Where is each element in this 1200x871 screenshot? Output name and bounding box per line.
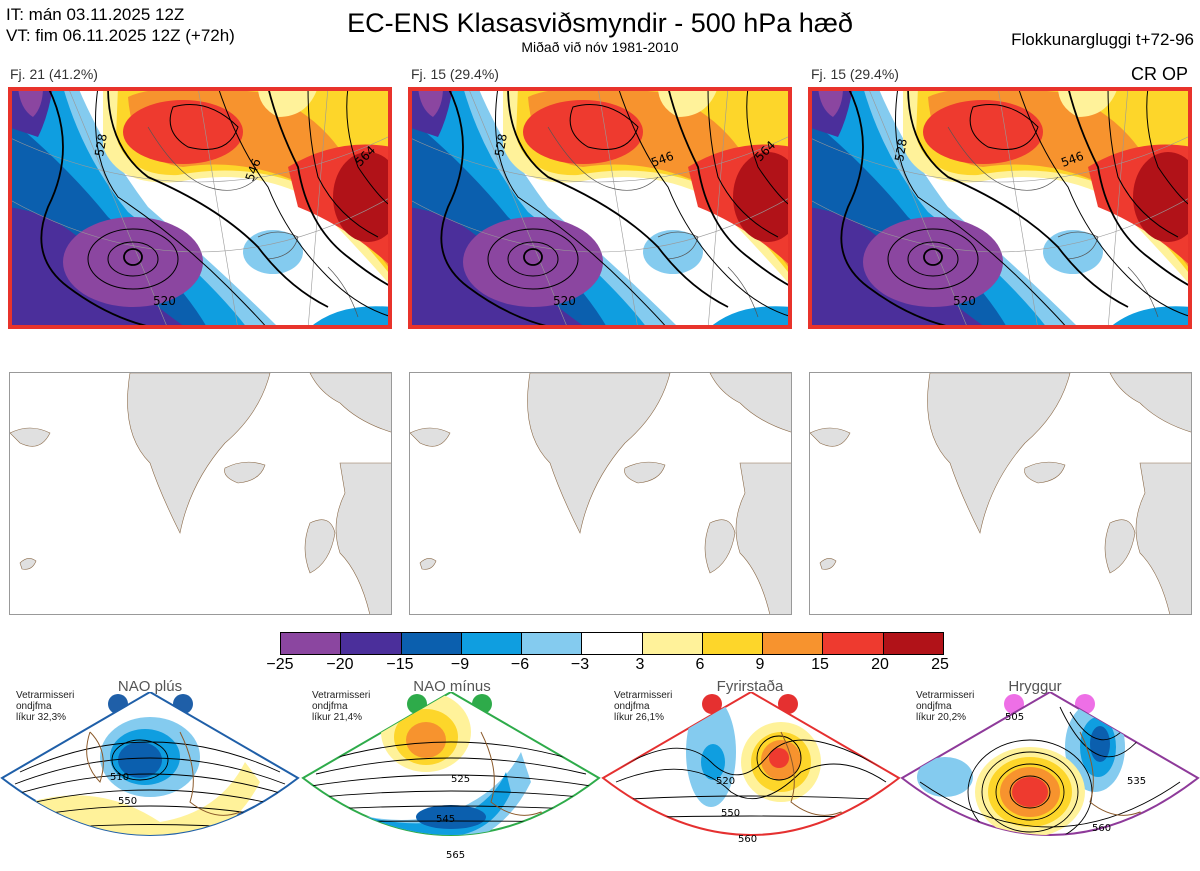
cluster-2-label: Fj. 15 (29.4%)	[411, 66, 499, 82]
regime-1-info: Vetrarmisseri ondjfma líkur 32,3%	[16, 690, 74, 723]
contour-label: 528	[492, 133, 510, 158]
colorbar-tick: −25	[266, 656, 294, 673]
contour-label: 535	[1127, 776, 1146, 787]
colorbar-swatch	[281, 633, 341, 654]
colorbar-swatch	[521, 633, 582, 654]
contour-label: 520	[953, 294, 976, 308]
regime-4-title: Hryggur	[1008, 678, 1062, 695]
contour-label: 560	[1092, 823, 1111, 834]
colorbar-swatch	[882, 633, 943, 654]
contour-label: 560	[738, 834, 757, 845]
cluster-2-map: 528 546 564 520	[408, 87, 792, 329]
colorbar-tick: −3	[570, 656, 590, 673]
regime-3-marker	[778, 694, 798, 714]
colorbar-tick: 25	[931, 656, 949, 673]
info-line: Vetrarmisseri	[312, 690, 371, 701]
colorbar-tick: 20	[871, 656, 889, 673]
regime-3-info: Vetrarmisseri ondjfma líkur 26,1%	[614, 690, 672, 723]
cluster-1-spread-map	[9, 372, 392, 615]
regime-3-title: Fyrirstaða	[716, 678, 784, 695]
cluster-3-spread-map	[809, 372, 1192, 615]
colorbar-tick: 9	[755, 656, 765, 673]
contour-label: 520	[553, 294, 576, 308]
colorbar-tick: −20	[326, 656, 354, 673]
info-line: ondjfma	[16, 701, 52, 712]
regime-2-info: Vetrarmisseri ondjfma líkur 21,4%	[312, 690, 370, 723]
cluster-2-spread-map	[409, 372, 792, 615]
colorbar-swatch	[581, 633, 642, 654]
regime-3-map: 520 550 560	[601, 692, 901, 845]
info-line: líkur 32,3%	[16, 712, 67, 723]
init-time: IT: mán 03.11.2025 12Z	[6, 5, 185, 24]
regime-4-map: 505 535 560	[900, 692, 1200, 836]
cluster-3-map: 528 546 520	[808, 87, 1192, 329]
regime-1-title: NAO plús	[117, 678, 183, 695]
colorbar-tick: 15	[811, 656, 829, 673]
colorbar	[280, 632, 944, 655]
contour-label: 528	[892, 138, 910, 163]
cr-op-label: CR OP	[1130, 64, 1188, 84]
info-line: Vetrarmisseri	[916, 690, 975, 701]
colorbar-swatch	[822, 633, 883, 654]
regime-2-map: 525 545 565	[301, 692, 601, 861]
colorbar-swatch	[340, 633, 401, 654]
contour-label: 520	[153, 294, 176, 308]
regime-2-title: NAO mínus	[413, 678, 491, 695]
colorbar-swatch	[701, 633, 763, 654]
info-line: Vetrarmisseri	[614, 690, 673, 701]
cluster-1-map: 528 546 564 520	[8, 87, 392, 329]
contour-label: 528	[92, 133, 110, 158]
info-line: líkur 26,1%	[614, 712, 665, 723]
info-line: ondjfma	[916, 701, 952, 712]
info-line: ondjfma	[614, 701, 650, 712]
info-line: líkur 20,2%	[916, 712, 967, 723]
contour-label: 510	[110, 772, 129, 783]
cluster-3-label: Fj. 15 (29.4%)	[811, 66, 899, 82]
info-line: ondjfma	[312, 701, 348, 712]
info-line: Vetrarmisseri	[16, 690, 75, 701]
colorbar-swatch	[460, 633, 522, 654]
colorbar-tick: −9	[450, 656, 470, 673]
page-subtitle: Miðað við nóv 1981-2010	[521, 39, 679, 55]
contour-label: 505	[1005, 712, 1024, 723]
header-times: IT: mán 03.11.2025 12Z VT: fim 06.11.202…	[6, 4, 235, 46]
colorbar-tick: −15	[386, 656, 414, 673]
colorbar-swatch	[400, 633, 461, 654]
cluster-1-label: Fj. 21 (41.2%)	[10, 66, 98, 82]
colorbar-tick: 3	[635, 656, 645, 673]
regime-3-marker	[702, 694, 722, 714]
colorbar-swatch	[641, 633, 702, 654]
regime-1-map: 510 550	[0, 692, 300, 836]
info-line: líkur 21,4%	[312, 712, 363, 723]
regime-4-info: Vetrarmisseri ondjfma líkur 20,2%	[916, 690, 974, 723]
contour-label: 550	[721, 808, 740, 819]
page-title: EC-ENS Klasasviðsmyndir - 500 hPa hæð	[347, 8, 853, 38]
cluster-window: Flokkunargluggi t+72-96	[1011, 30, 1194, 49]
colorbar-tick: 6	[695, 656, 705, 673]
colorbar-swatch	[762, 633, 823, 654]
contour-label: 565	[446, 850, 465, 861]
contour-label: 550	[118, 796, 137, 807]
contour-label: 525	[451, 774, 470, 785]
valid-time: VT: fim 06.11.2025 12Z (+72h)	[6, 26, 235, 45]
colorbar-tick: −6	[510, 656, 530, 673]
contour-label: 545	[436, 814, 455, 825]
contour-label: 520	[716, 776, 735, 787]
